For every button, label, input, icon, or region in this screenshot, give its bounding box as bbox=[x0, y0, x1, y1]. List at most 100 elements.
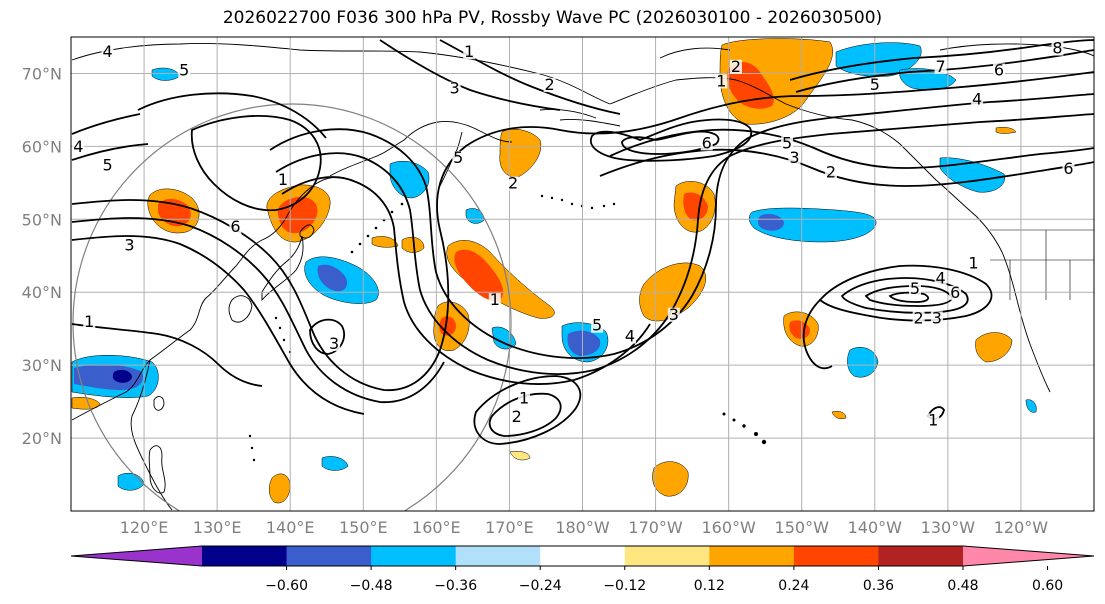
contour-label-bg bbox=[1062, 161, 1075, 176]
contour-label-bg bbox=[949, 285, 962, 300]
contour-label: 4 bbox=[73, 137, 83, 156]
contour-label: 5 bbox=[870, 75, 880, 94]
longitude-label: 140°W bbox=[848, 518, 903, 537]
colorbar-segment bbox=[455, 546, 541, 566]
contour-label-bg bbox=[912, 311, 925, 326]
contour-label: 7 bbox=[935, 57, 945, 76]
contour-label: 1 bbox=[278, 170, 288, 189]
pv-contour-wave-5 bbox=[275, 113, 1094, 375]
pv-contour-cutoff-2 bbox=[840, 277, 969, 314]
contour-label-bg bbox=[729, 59, 742, 74]
contour-label: 5 bbox=[453, 148, 463, 167]
contour-label: 1 bbox=[716, 71, 726, 90]
latitude-label: 50°N bbox=[22, 210, 62, 229]
contour-label-bg bbox=[328, 336, 341, 351]
colorbar-segment bbox=[624, 546, 710, 566]
latitude-label: 60°N bbox=[22, 137, 62, 156]
anomaly-positive-small1 bbox=[371, 236, 399, 248]
anomaly-negative-epac bbox=[847, 347, 879, 378]
latitude-label: 30°N bbox=[22, 356, 62, 375]
contour-label: 3 bbox=[329, 334, 339, 353]
anomaly-negative-bc bbox=[939, 157, 1006, 193]
colorbar-segment bbox=[709, 546, 795, 566]
contour-label: 2 bbox=[512, 407, 522, 426]
contour-label-bg bbox=[667, 307, 680, 322]
colorbar-tick-label: −0.60 bbox=[265, 578, 308, 594]
contour-label: 1 bbox=[519, 389, 529, 408]
contour-label-bg bbox=[276, 172, 289, 187]
contour-label-bg bbox=[934, 59, 947, 74]
map-frame bbox=[70, 36, 1095, 512]
contour-label: 6 bbox=[230, 217, 240, 236]
contour-label-bg bbox=[967, 256, 980, 271]
contour-label-bg bbox=[72, 140, 85, 155]
contour-label-bg bbox=[518, 391, 531, 406]
coastline-siberia bbox=[71, 43, 611, 105]
contour-label: 2 bbox=[826, 163, 836, 182]
pv-contour-main-1 bbox=[71, 71, 1094, 391]
contour-label-bg bbox=[448, 81, 461, 96]
contour-label: 4 bbox=[972, 90, 982, 109]
anomaly-negative-small6 bbox=[1025, 399, 1037, 413]
contour-label: 2 bbox=[508, 173, 518, 192]
contour-label-bg bbox=[623, 329, 636, 344]
contour-label-bg bbox=[101, 45, 114, 60]
pv-contour-wave-4 bbox=[269, 93, 1094, 359]
anomaly-positive-central-pacific-core bbox=[454, 249, 504, 301]
anomaly-negative-goa-core bbox=[758, 214, 784, 231]
contour-label: 5 bbox=[592, 316, 602, 335]
contour-label: 4 bbox=[935, 268, 945, 287]
contour-label-bg bbox=[591, 318, 604, 333]
coastline-hokkaido bbox=[299, 224, 315, 239]
anomaly-positive-philippine bbox=[269, 473, 291, 504]
contour-label: 4 bbox=[625, 327, 635, 346]
coastline-korea bbox=[228, 295, 253, 323]
colorbar-tick-label: −0.36 bbox=[434, 578, 477, 594]
contour-label-bg bbox=[788, 150, 801, 165]
contour-label: 1 bbox=[464, 42, 474, 61]
contour-label: 2 bbox=[545, 75, 555, 94]
coastline-east-asia bbox=[71, 177, 341, 421]
colorbar-extend-high bbox=[963, 546, 1094, 566]
longitude-label: 150°E bbox=[339, 518, 388, 537]
anomaly-positive-california bbox=[975, 332, 1013, 363]
contour-label: 3 bbox=[450, 79, 460, 98]
longitude-label: 160°E bbox=[412, 518, 461, 537]
coastline-aleutian-area bbox=[539, 109, 621, 127]
contour-label: 3 bbox=[932, 308, 942, 327]
contour-label: 1 bbox=[84, 312, 94, 331]
contour-label-bg bbox=[715, 74, 728, 89]
contour-label-bg bbox=[868, 78, 881, 93]
coastline-taiwan bbox=[153, 396, 165, 411]
pv-contour-main-2 bbox=[71, 217, 445, 403]
contour-label-bg bbox=[927, 413, 940, 428]
longitude-label: 160°W bbox=[701, 518, 756, 537]
pv-contour-subtropical-1 bbox=[473, 375, 582, 445]
pv-contour-wave-6 bbox=[281, 176, 651, 385]
pv-contour-cutoff-1 bbox=[818, 264, 993, 322]
anomaly-negative-goa bbox=[749, 207, 877, 243]
colorbar-segment bbox=[878, 546, 964, 566]
contour-label: 5 bbox=[910, 279, 920, 298]
gridlines bbox=[71, 37, 1094, 511]
colorbar-tick-label: −0.12 bbox=[603, 578, 646, 594]
contour-label: 2 bbox=[731, 57, 741, 76]
contour-label-bg bbox=[83, 315, 96, 330]
contour-label-bg bbox=[781, 136, 794, 151]
contour-label: 6 bbox=[950, 283, 960, 302]
longitude-label: 150°W bbox=[775, 518, 830, 537]
pv-contour-closed-bering-inner bbox=[621, 130, 720, 155]
pv-contour-main-3 bbox=[71, 235, 365, 415]
contour-label: 3 bbox=[124, 235, 134, 254]
colorbar-tick-label: 0.36 bbox=[863, 578, 894, 594]
colorbar-tick-label: −0.48 bbox=[350, 578, 393, 594]
contour-label-bg bbox=[971, 92, 984, 107]
contour-label-bg bbox=[1051, 41, 1064, 56]
contour-label: 5 bbox=[782, 133, 792, 152]
contour-label-bg bbox=[229, 220, 242, 235]
anomaly-negative-southchina-core bbox=[112, 369, 132, 383]
anomaly-negative-small3 bbox=[321, 456, 349, 471]
anomaly-positive-sc bbox=[71, 397, 101, 410]
longitude-label: 180°W bbox=[555, 518, 610, 537]
longitude-label: 120°E bbox=[120, 518, 169, 537]
